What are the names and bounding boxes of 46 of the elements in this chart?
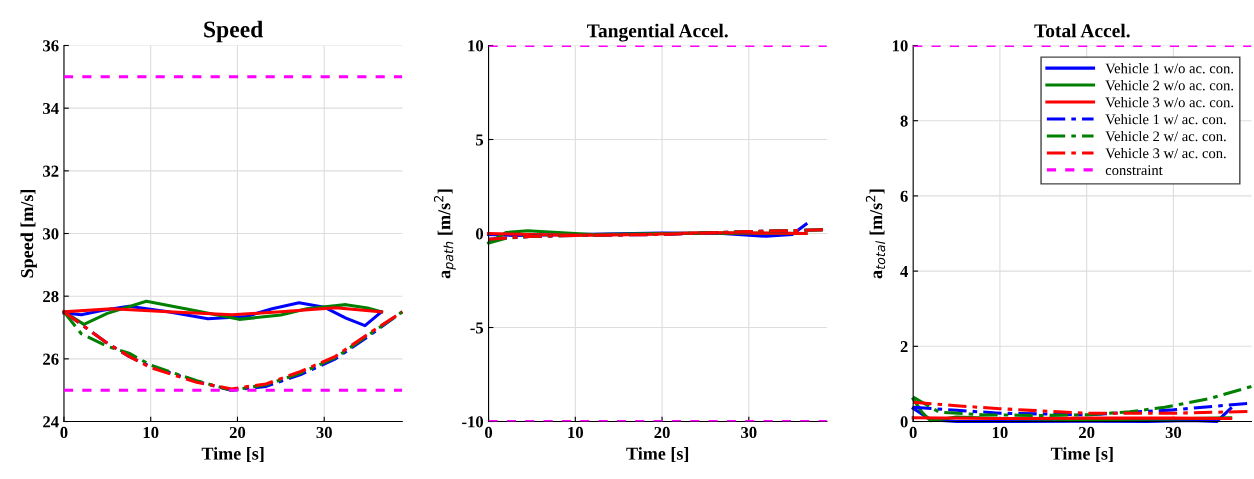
y-tick-label: 4 <box>900 265 908 277</box>
x-tick-label: 30 <box>316 426 332 439</box>
y-axis-title: a$_{path}$ [m/s$^{2}$] <box>433 189 456 279</box>
x-tick-label: 0 <box>909 426 917 439</box>
y-tick-label: 10 <box>892 40 908 52</box>
chart-title: Speed <box>204 20 264 43</box>
y-tick-label: 8 <box>900 115 908 127</box>
x-tick-label: 20 <box>654 426 670 439</box>
legend-label: Vehicle 3 w/ ac. con. <box>1105 147 1226 159</box>
legend-label: Vehicle 1 w/o ac. con. <box>1105 63 1234 74</box>
x-tick-label: 20 <box>229 426 246 439</box>
x-tick-label: 0 <box>60 426 68 439</box>
y-tick-label: 36 <box>43 40 59 52</box>
x-tick-label: 30 <box>741 426 757 439</box>
legend-label: constraint <box>1105 165 1163 176</box>
y-axis-title: a$_{total}$ [m/s$^{2}$] <box>865 189 886 279</box>
chart-title: Tangential Accel. <box>587 23 728 42</box>
y-tick-label: 24 <box>43 416 59 428</box>
y-tick-label: 0 <box>476 228 484 240</box>
y-tick-label: 32 <box>43 165 59 177</box>
y-tick-label: -10 <box>462 416 484 428</box>
x-tick-label: 10 <box>992 426 1008 439</box>
y-tick-label: 34 <box>43 102 59 115</box>
y-axis-title: Speed [m/s] <box>20 189 37 278</box>
x-tick-label: 10 <box>568 426 584 439</box>
legend-label: Vehicle 3 w/o ac. con. <box>1105 97 1234 108</box>
x-axis-title: Time [s] <box>1050 447 1113 462</box>
y-tick-label: 5 <box>476 134 484 146</box>
legend-label: Vehicle 2 w/o ac. con. <box>1105 80 1234 91</box>
x-tick-label: 0 <box>485 426 493 439</box>
y-tick-label: 26 <box>43 353 59 365</box>
y-tick-label: 10 <box>468 40 484 52</box>
x-tick-label: 30 <box>1165 426 1182 439</box>
legend-label: Vehicle 2 w/ ac. con. <box>1105 130 1226 142</box>
legend-label: Vehicle 1 w/ ac. con. <box>1105 113 1226 125</box>
x-axis-title: Time [s] <box>201 447 264 462</box>
y-tick-label: 2 <box>900 341 908 353</box>
x-tick-label: 20 <box>1079 426 1095 439</box>
y-tick-label: 30 <box>43 228 59 240</box>
x-axis-title: Time [s] <box>626 447 689 462</box>
y-tick-label: 6 <box>900 190 908 202</box>
chart-title: Total Accel. <box>1034 23 1130 38</box>
y-tick-label: 28 <box>43 290 59 303</box>
x-tick-label: 10 <box>143 426 159 439</box>
y-tick-label: 0 <box>900 416 908 428</box>
y-tick-label: -5 <box>470 322 484 334</box>
